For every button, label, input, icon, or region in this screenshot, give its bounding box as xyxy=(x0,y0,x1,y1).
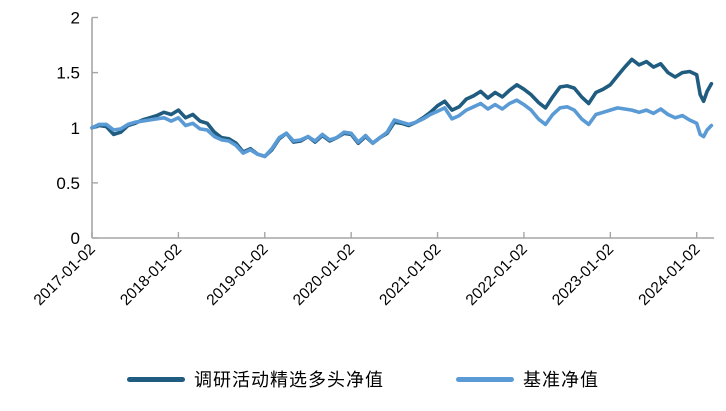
y-tick-label: 1 xyxy=(71,119,80,138)
series-line-benchmark xyxy=(90,98,714,159)
y-tick-label: 2 xyxy=(71,9,80,28)
legend-swatch-strategy xyxy=(127,376,185,382)
x-tick-label: 2019-01-02 xyxy=(204,241,272,309)
x-tick-label: 2024-01-02 xyxy=(635,241,703,309)
legend-label-strategy: 调研活动精选多头净值 xyxy=(194,370,384,390)
x-tick-label: 2021-01-02 xyxy=(376,241,444,309)
y-tick-label: 1.5 xyxy=(56,64,80,83)
x-tick-label: 2022-01-02 xyxy=(463,241,531,309)
y-tick-label: 0 xyxy=(71,229,80,248)
legend: 调研活动精选多头净值 基准净值 xyxy=(0,366,726,392)
legend-item-strategy: 调研活动精选多头净值 xyxy=(127,366,384,392)
x-tick-label: 2023-01-02 xyxy=(549,241,617,309)
plot-area: 0 0.5 1 1.5 2 2017-01-02 2018-01-02 2019-01-02 2… xyxy=(31,9,714,309)
x-tick-label: 2018-01-02 xyxy=(117,241,185,309)
x-tick-label: 2017-01-02 xyxy=(31,241,99,309)
legend-item-benchmark: 基准净值 xyxy=(456,366,599,392)
x-tick-label: 2020-01-02 xyxy=(290,241,358,309)
y-tick-label: 0.5 xyxy=(56,174,80,193)
legend-label-benchmark: 基准净值 xyxy=(523,370,599,390)
legend-swatch-benchmark xyxy=(456,376,514,382)
